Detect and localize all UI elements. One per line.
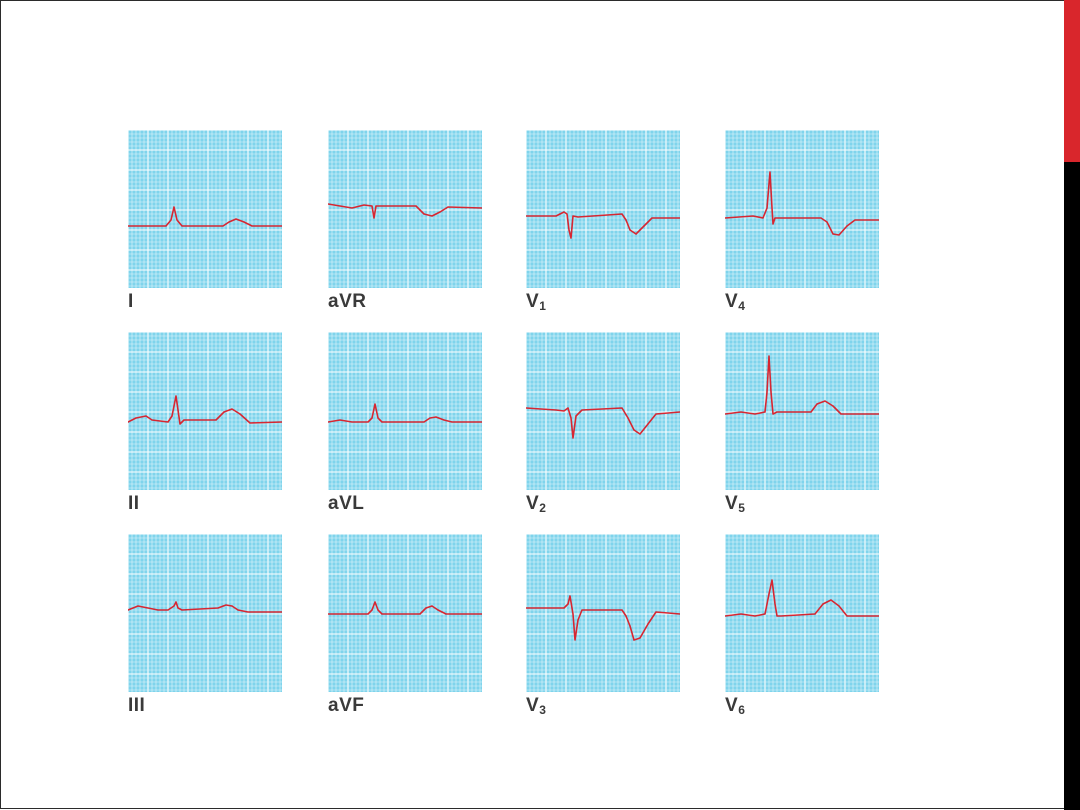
lead-label-aVF: aVF xyxy=(328,695,365,716)
lead-label-I: I xyxy=(128,291,134,312)
lead-label-aVR: aVR xyxy=(328,291,367,312)
ecg-grid-background xyxy=(328,534,482,692)
ecg-strip-lead-aVF xyxy=(328,534,482,692)
ecg-grid-background xyxy=(725,332,879,490)
slide-accent-bar xyxy=(1064,0,1080,162)
ecg-trace-aVL xyxy=(328,403,482,423)
ecg-grid-background xyxy=(128,332,282,490)
ecg-trace-III xyxy=(128,601,282,613)
ecg-trace-I xyxy=(128,206,282,227)
lead-label-V1: V1 xyxy=(526,291,547,313)
ecg-grid-background xyxy=(725,534,879,692)
ecg-grid-background xyxy=(128,534,282,692)
lead-label-V5: V5 xyxy=(725,493,746,515)
ecg-grid-background xyxy=(328,332,482,490)
ecg-grid-background xyxy=(128,130,282,288)
lead-label-III: III xyxy=(128,695,146,716)
ecg-trace-V3 xyxy=(526,595,680,641)
ecg-grid xyxy=(128,130,282,288)
ecg-strip-lead-aVL xyxy=(328,332,482,490)
ecg-strip-lead-I xyxy=(128,130,282,288)
ecg-grid-background xyxy=(328,130,482,288)
ecg-grid xyxy=(328,332,482,490)
ecg-strip-lead-V1 xyxy=(526,130,680,288)
lead-label-II: II xyxy=(128,493,140,514)
ecg-grid xyxy=(725,130,879,288)
slide-side-bar xyxy=(1064,0,1080,810)
ecg-trace-V6 xyxy=(725,579,879,617)
ecg-grid-background xyxy=(725,130,879,288)
ecg-trace-aVR xyxy=(328,203,482,219)
lead-label-V6: V6 xyxy=(725,695,746,717)
ecg-grid xyxy=(526,332,680,490)
ecg-trace-II xyxy=(128,395,282,425)
lead-label-aVL: aVL xyxy=(328,493,365,514)
ecg-grid-background xyxy=(526,534,680,692)
ecg-trace-V4 xyxy=(725,171,879,236)
ecg-grid xyxy=(328,130,482,288)
lead-label-V3: V3 xyxy=(526,695,547,717)
ecg-strip-lead-V4 xyxy=(725,130,879,288)
lead-label-V4: V4 xyxy=(725,291,746,313)
ecg-strip-lead-II xyxy=(128,332,282,490)
lead-label-V2: V2 xyxy=(526,493,547,515)
ecg-grid-background xyxy=(526,130,680,288)
ecg-strip-lead-V2 xyxy=(526,332,680,490)
ecg-strip-lead-V3 xyxy=(526,534,680,692)
ecg-trace-V5 xyxy=(725,355,879,415)
ecg-strip-lead-aVR xyxy=(328,130,482,288)
ecg-grid xyxy=(526,534,680,692)
ecg-strip-lead-III xyxy=(128,534,282,692)
ecg-trace-aVF xyxy=(328,601,482,615)
ecg-grid-background xyxy=(526,332,680,490)
ecg-trace-V1 xyxy=(526,211,680,239)
ecg-strip-lead-V5 xyxy=(725,332,879,490)
ecg-grid xyxy=(725,534,879,692)
ecg-grid xyxy=(725,332,879,490)
ecg-grid xyxy=(128,534,282,692)
ecg-trace-V2 xyxy=(526,407,680,439)
ecg-strip-lead-V6 xyxy=(725,534,879,692)
ecg-grid xyxy=(526,130,680,288)
